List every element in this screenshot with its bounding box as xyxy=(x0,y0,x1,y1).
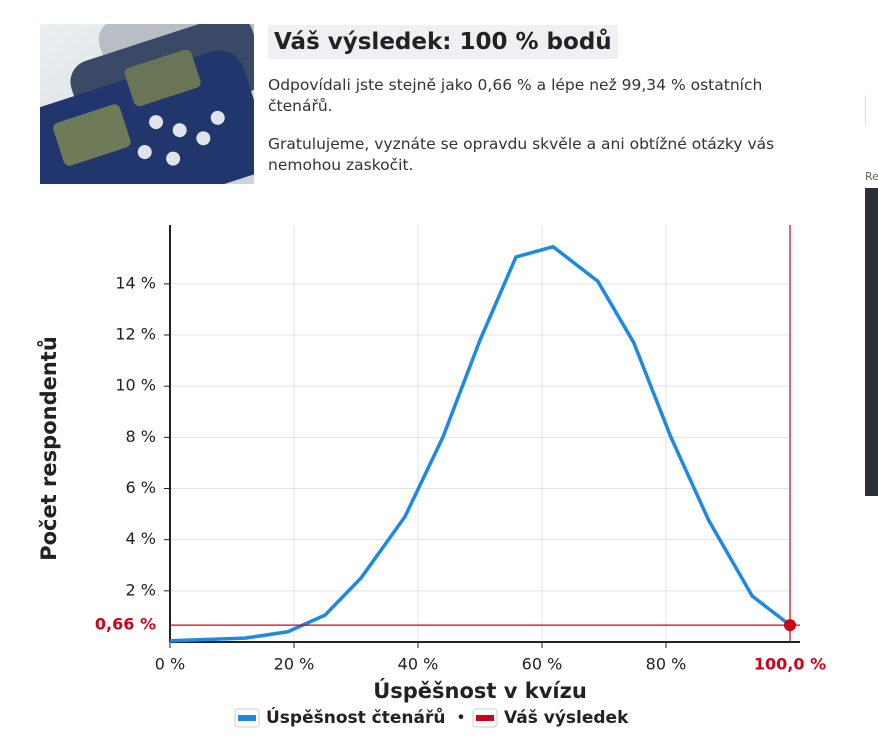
legend-swatch xyxy=(238,715,256,721)
y-tick-label: 8 % xyxy=(126,427,156,446)
result-x-label: 100,0 % xyxy=(754,655,826,674)
x-tick-label: 80 % xyxy=(646,655,687,674)
result-text: Gratulujeme, vyznáte se opravdu skvěle a… xyxy=(268,135,775,174)
result-y-label: 0,66 % xyxy=(95,615,156,634)
y-tick-label: 14 % xyxy=(115,273,156,292)
y-tick-label: 6 % xyxy=(126,478,156,497)
phones-illustration xyxy=(40,24,254,184)
x-tick-label: 60 % xyxy=(522,655,563,674)
sidebar-image xyxy=(865,188,878,496)
result-text: Odpovídali jste stejně jako 0,66 % a lép… xyxy=(268,76,763,115)
result-point xyxy=(784,619,796,632)
legend-label[interactable]: Váš výsledek xyxy=(504,708,629,728)
y-tick-label: 4 % xyxy=(126,529,156,548)
article-image xyxy=(40,24,254,184)
y-axis-title: Počet respondentů xyxy=(37,336,61,561)
y-tick-label: 10 % xyxy=(115,376,156,395)
y-tick-label: 2 % xyxy=(126,580,156,599)
legend-separator: • xyxy=(456,708,465,727)
result-title: Váš výsledek: 100 % bodů xyxy=(268,25,618,59)
x-axis-title: Úspěšnost v kvízu xyxy=(373,678,587,703)
sidebar-label: Re xyxy=(865,170,878,183)
x-tick-label: 0 % xyxy=(155,655,185,674)
data-line xyxy=(169,244,792,643)
legend-swatch xyxy=(476,715,494,721)
x-tick-label: 40 % xyxy=(398,655,439,674)
y-tick-label: 12 % xyxy=(115,325,156,344)
x-tick-label: 20 % xyxy=(274,655,315,674)
legend-label[interactable]: Úspěšnost čtenářů xyxy=(266,706,445,728)
sidebar-divider xyxy=(865,95,878,125)
